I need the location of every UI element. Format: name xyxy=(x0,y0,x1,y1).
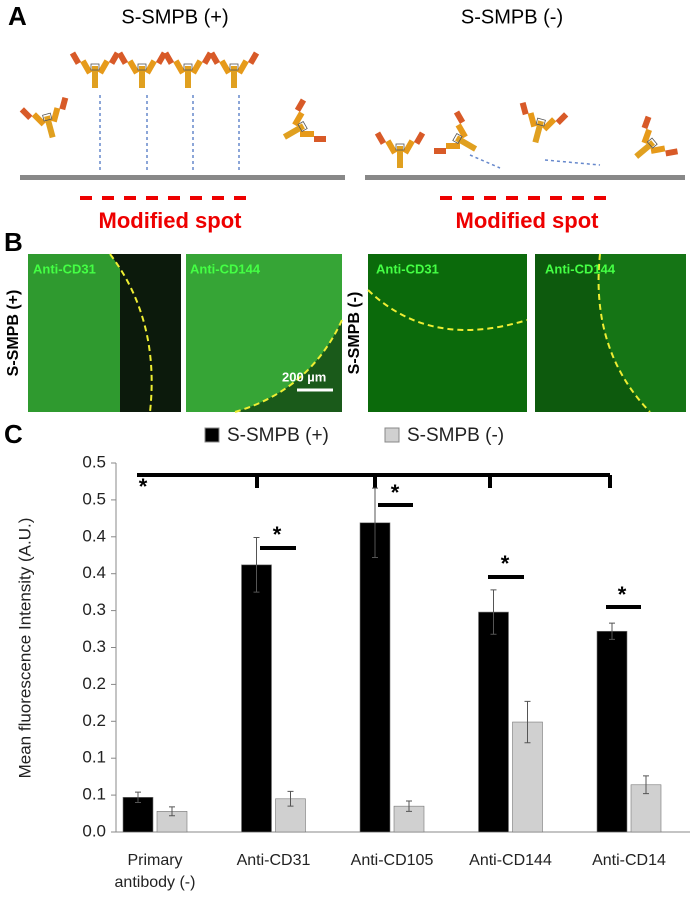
error-bar xyxy=(135,791,141,803)
x-tick-label: Primary antibody (-) xyxy=(114,852,196,891)
error-bar xyxy=(406,800,412,812)
legend-swatch xyxy=(204,427,220,443)
substrate xyxy=(20,175,345,180)
image-label: Anti-CD31 xyxy=(376,261,439,276)
significance-brackets xyxy=(137,473,641,609)
image-label: Anti-CD144 xyxy=(190,261,261,276)
y-tick-label: 0.3 xyxy=(82,600,106,619)
error-bar xyxy=(169,806,175,817)
micrograph xyxy=(368,254,527,412)
y-tick-label: 0.4 xyxy=(82,563,106,582)
panel-label: B xyxy=(4,227,23,257)
bar xyxy=(359,522,391,833)
error-bar xyxy=(287,790,294,807)
error-bar xyxy=(609,622,615,640)
row-label: S-SMPB (+) xyxy=(5,290,22,377)
y-tick-label: 0.0 xyxy=(82,821,106,840)
panel-title: S-SMPB (-) xyxy=(461,6,563,28)
error-bar xyxy=(524,700,531,744)
significance-star: * xyxy=(501,551,510,576)
linkers xyxy=(99,95,601,170)
x-tick-label: Anti-CD14 xyxy=(592,852,666,869)
bar xyxy=(478,611,509,833)
panel-label: C xyxy=(4,419,23,449)
y-tick-label: 0.1 xyxy=(82,748,106,767)
bar xyxy=(241,564,272,833)
y-tick-label: 0.5 xyxy=(82,489,106,508)
spot-label: Modified spot xyxy=(99,208,243,233)
antibodies xyxy=(18,51,681,177)
significance-star: * xyxy=(273,522,282,547)
error-bar xyxy=(643,775,649,795)
panel-label: A xyxy=(8,1,27,31)
y-tick-label: 0.4 xyxy=(82,526,106,545)
image-label: Anti-CD31 xyxy=(33,261,96,276)
image-label: Anti-CD144 xyxy=(545,261,616,276)
significance-star: * xyxy=(618,582,627,607)
error-bar xyxy=(253,537,260,593)
y-tick-label: 0.3 xyxy=(82,637,106,656)
x-tick-label: Anti-CD31 xyxy=(236,852,311,869)
significance-star: * xyxy=(139,474,148,499)
panel-title: S-SMPB (+) xyxy=(121,6,228,28)
x-tick-label: Anti-CD105 xyxy=(350,852,434,869)
legend-label: S-SMPB (+) xyxy=(227,425,329,446)
spot-label: Modified spot xyxy=(456,208,600,233)
substrate xyxy=(365,175,685,180)
y-tick-label: 0.2 xyxy=(82,674,106,693)
error-bar xyxy=(372,487,378,558)
row-label: S-SMPB (-) xyxy=(346,292,363,375)
x-tick-label: Anti-CD144 xyxy=(469,852,552,869)
legend-label: S-SMPB (-) xyxy=(407,425,504,446)
y-tick-label: 0.5 xyxy=(82,452,106,471)
scale-bar: 200 µm xyxy=(282,369,326,384)
error-bar xyxy=(490,589,497,635)
y-tick-label: 0.2 xyxy=(82,711,106,730)
y-axis-label: Mean fluorescence Intensity (A.U.) xyxy=(15,518,34,779)
bar xyxy=(596,630,628,833)
y-tick-label: 0.1 xyxy=(82,785,106,804)
legend-swatch xyxy=(384,427,400,443)
bar xyxy=(122,797,154,833)
significance-star: * xyxy=(391,480,400,505)
